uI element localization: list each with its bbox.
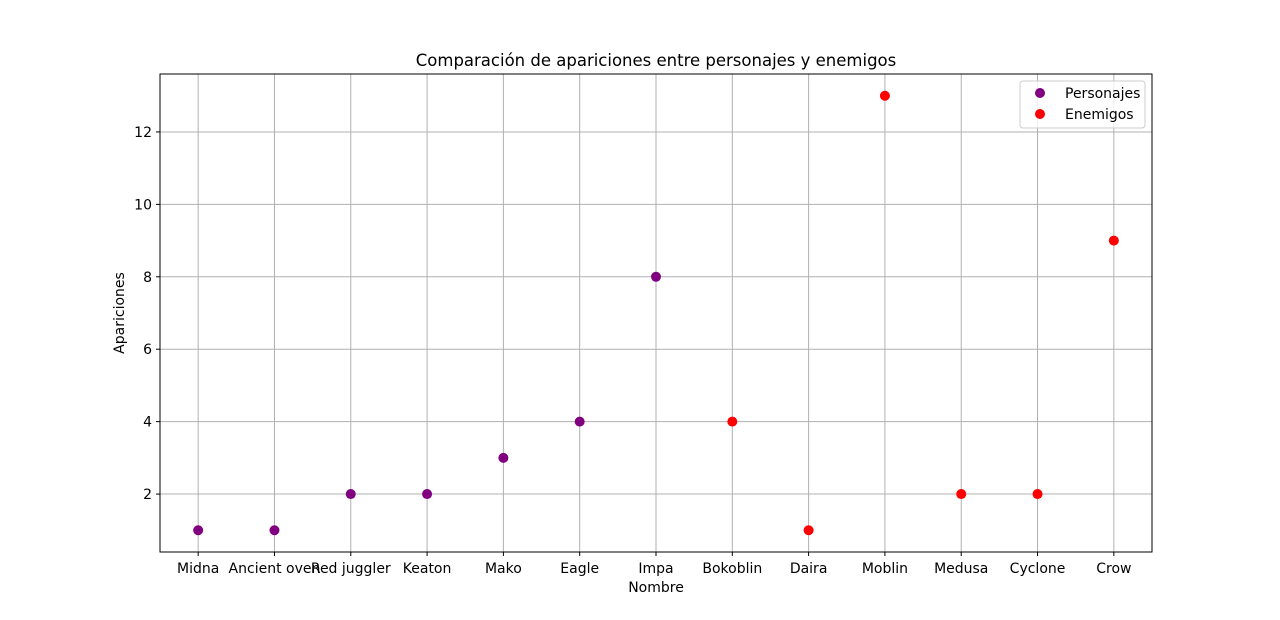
points-layer (193, 90, 1119, 536)
data-point-personajes (269, 525, 280, 536)
x-tick-label: Impa (638, 561, 673, 577)
legend-label-enemigos: Enemigos (1065, 107, 1134, 123)
y-tick-label: 2 (143, 487, 152, 503)
legend-box (1019, 80, 1146, 129)
x-tick-label: Cyclone (1010, 561, 1066, 577)
x-tick-label: Bokoblin (702, 561, 762, 577)
data-point-enemigos (1032, 489, 1043, 500)
x-tick-label: Ancient oven (229, 561, 321, 577)
y-tick-label: 8 (143, 270, 152, 286)
data-point-personajes (498, 452, 509, 463)
data-point-enemigos (956, 489, 967, 500)
data-point-enemigos (803, 525, 814, 536)
x-tick-label: Keaton (403, 561, 452, 577)
x-tick-label: Medusa (934, 561, 988, 577)
data-point-enemigos (727, 416, 738, 427)
x-tick-label: Crow (1096, 561, 1131, 577)
data-point-personajes (651, 271, 661, 282)
y-tick-label: 4 (143, 415, 152, 431)
y-axis-title: Apariciones (112, 272, 128, 354)
x-tick-label: Eagle (560, 561, 599, 577)
data-point-personajes (345, 489, 356, 500)
x-tick-label: Moblin (862, 561, 908, 577)
x-tick-label: Mako (485, 561, 522, 577)
legend-label-personajes: Personajes (1065, 86, 1140, 102)
data-point-personajes (422, 489, 433, 500)
legend: Personajes Enemigos (1019, 80, 1146, 129)
data-point-enemigos (879, 90, 890, 101)
y-tick-label: 6 (143, 342, 152, 358)
legend-marker-enemigos (1035, 109, 1045, 119)
x-tick-label: Midna (177, 561, 219, 577)
y-tick-label: 12 (134, 125, 152, 141)
data-point-personajes (193, 525, 204, 536)
y-tick-label: 10 (134, 197, 152, 213)
data-point-personajes (574, 416, 585, 427)
legend-marker-personajes (1035, 88, 1045, 98)
grid-layer (160, 74, 1152, 552)
plot-frame (159, 73, 1153, 553)
chart-title: Comparación de apariciones entre persona… (416, 51, 897, 70)
x-tick-label: Red juggler (311, 561, 391, 577)
x-tick-label: Daira (790, 561, 828, 577)
data-point-enemigos (1108, 235, 1119, 246)
x-axis-title: Nombre (628, 580, 684, 596)
